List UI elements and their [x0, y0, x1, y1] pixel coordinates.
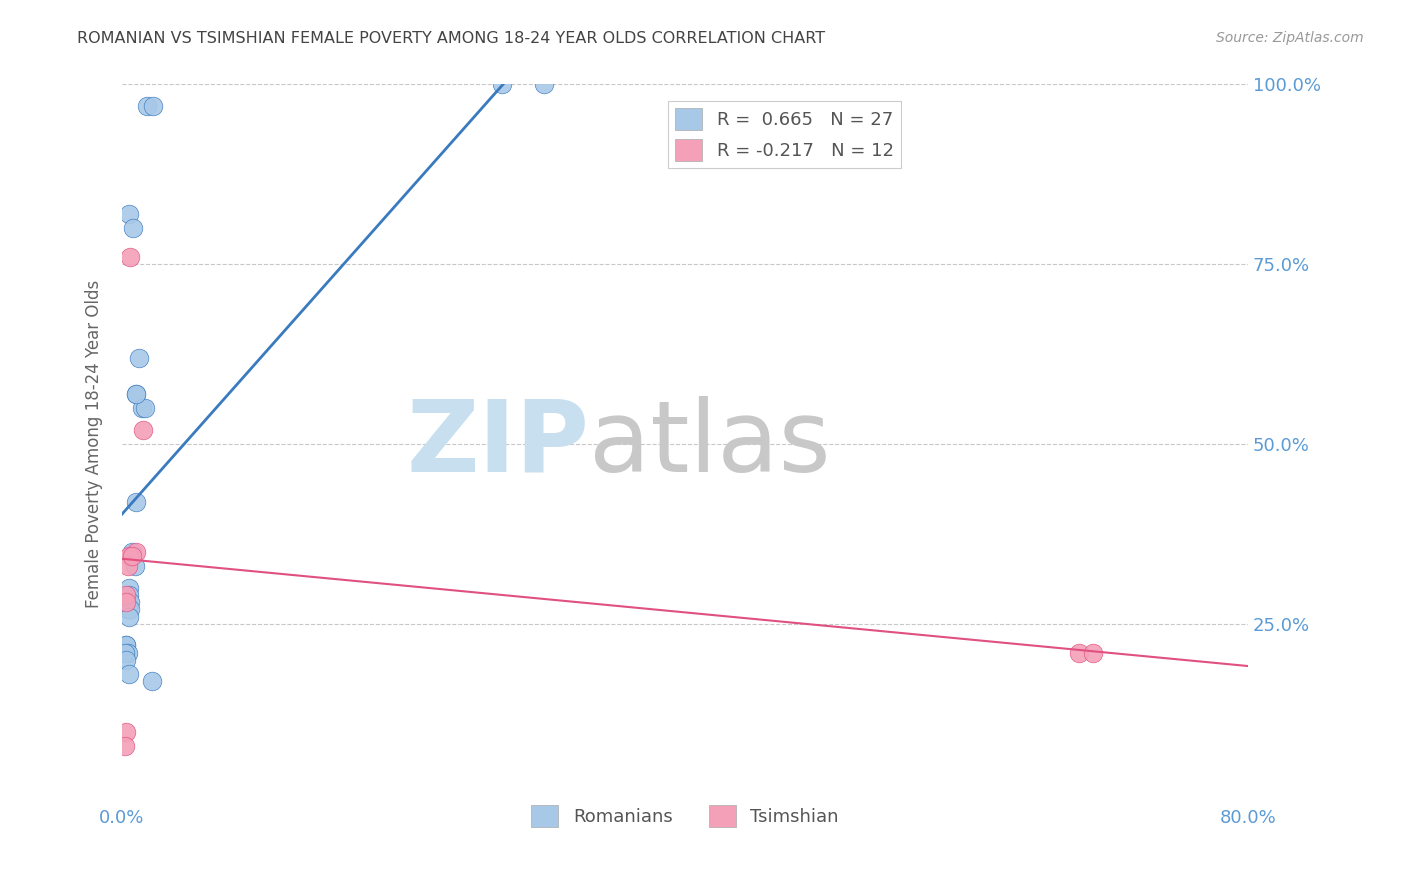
Point: [141, 674, 163, 689]
Point: [120, 595, 142, 609]
Point: [115, 588, 138, 602]
Point: [120, 602, 142, 616]
Point: [131, 401, 153, 415]
Point: [118, 609, 141, 624]
Point: [125, 494, 148, 508]
Point: [115, 639, 138, 653]
Text: ROMANIAN VS TSIMSHIAN FEMALE POVERTY AMONG 18-24 YEAR OLDS CORRELATION CHART: ROMANIAN VS TSIMSHIAN FEMALE POVERTY AMO…: [77, 31, 825, 46]
Point: [118, 667, 141, 681]
Point: [1067, 646, 1090, 660]
Point: [114, 739, 136, 753]
Legend: Romanians, Tsimshian: Romanians, Tsimshian: [524, 797, 846, 834]
Point: [142, 99, 165, 113]
Point: [114, 646, 136, 660]
Point: [122, 221, 145, 235]
Text: ZIP: ZIP: [406, 395, 589, 492]
Point: [533, 78, 555, 92]
Point: [117, 646, 139, 660]
Text: atlas: atlas: [589, 395, 831, 492]
Point: [118, 581, 141, 595]
Point: [125, 386, 148, 401]
Text: Source: ZipAtlas.com: Source: ZipAtlas.com: [1216, 31, 1364, 45]
Point: [118, 207, 141, 221]
Point: [121, 549, 143, 563]
Point: [125, 386, 148, 401]
Point: [118, 549, 141, 563]
Point: [136, 99, 159, 113]
Y-axis label: Female Poverty Among 18-24 Year Olds: Female Poverty Among 18-24 Year Olds: [86, 280, 103, 608]
Point: [117, 559, 139, 574]
Point: [115, 595, 138, 609]
Point: [134, 401, 156, 415]
Point: [117, 602, 139, 616]
Point: [128, 351, 150, 365]
Point: [121, 545, 143, 559]
Point: [491, 78, 513, 92]
Point: [120, 250, 142, 264]
Point: [124, 559, 146, 574]
Point: [115, 724, 138, 739]
Point: [115, 653, 138, 667]
Point: [125, 545, 148, 559]
Point: [118, 588, 141, 602]
Point: [115, 639, 138, 653]
Point: [1081, 646, 1104, 660]
Point: [132, 423, 155, 437]
